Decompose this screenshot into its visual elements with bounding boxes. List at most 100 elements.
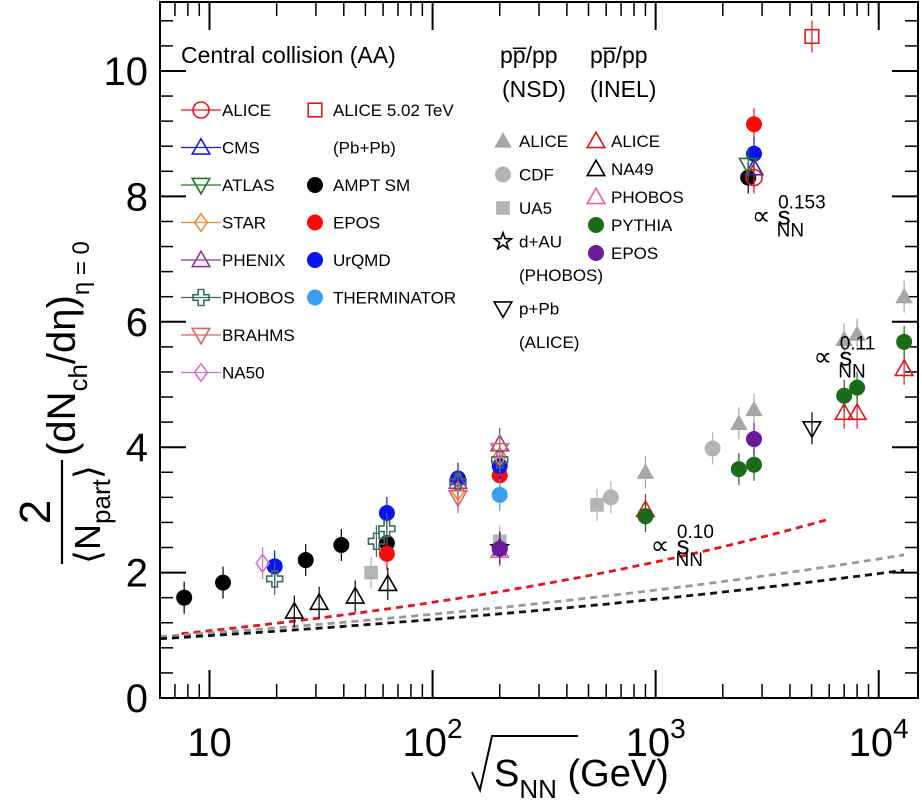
legend-label: CMS: [222, 139, 260, 158]
legend-marker: [190, 137, 212, 155]
legend-marker: [192, 288, 210, 307]
legend-label: STAR: [222, 214, 266, 233]
point-alice-nsd-: [895, 287, 913, 304]
data-points: [176, 20, 915, 628]
point-epos-pp-: [745, 431, 762, 448]
point-ampt-sm: [176, 589, 193, 606]
point-ampt-sm: [215, 574, 232, 591]
legend-entry: EPOS: [588, 244, 658, 263]
legend-entry: UA5: [496, 199, 552, 218]
legend-entry: NA50: [181, 362, 265, 383]
point-pythia: [745, 456, 762, 473]
legend-marker: [307, 252, 323, 268]
point-brahms: [447, 489, 469, 508]
point-pythia: [836, 387, 853, 404]
point-pythia: [637, 508, 654, 525]
legend-marker: [585, 158, 607, 177]
point-alice-nsd-: [848, 325, 866, 341]
legend-label: PHOBOS: [611, 188, 684, 207]
legend-entry: EPOS: [307, 214, 380, 233]
point-phobos: [378, 519, 396, 538]
legend-label: ATLAS: [222, 176, 275, 195]
x-tick-label: 103: [626, 713, 686, 765]
legend-col-inel: pp̅/pp: [590, 42, 648, 68]
legend-label: BRAHMS: [222, 326, 295, 345]
legend-entry: ALICE 5.02 TeV: [307, 101, 454, 120]
point-na49: [308, 592, 330, 611]
legend-marker: [492, 301, 514, 319]
legend-label: ALICE: [222, 101, 271, 120]
legend-marker: [190, 327, 212, 346]
legend-label: (ALICE): [519, 333, 579, 352]
legend-marker: [492, 230, 514, 251]
legend-entry: (ALICE): [519, 333, 579, 352]
legend-label: NA50: [222, 364, 265, 383]
legend-marker: [307, 214, 323, 231]
point-na49: [345, 586, 366, 604]
legend-label: PHENIX: [222, 251, 285, 270]
legend-marker: [585, 130, 607, 149]
point-atlas: [738, 157, 759, 176]
legend-entry: AMPT SM: [307, 176, 410, 195]
legend-inel-label: (INEL): [590, 76, 656, 102]
legend-entry: PYTHIA: [588, 216, 673, 235]
legend-label: UrQMD: [333, 251, 391, 270]
point-cdf: [602, 489, 619, 506]
legend-entry: ATLAS: [181, 176, 275, 196]
point-epos: [745, 116, 762, 133]
y-tick-label: 4: [126, 426, 148, 470]
point-therminator: [491, 486, 508, 503]
legend-label: PYTHIA: [611, 216, 673, 235]
fit-curves: [159, 517, 905, 641]
legend-entry: CMS: [181, 137, 260, 158]
x-axis-label: SNN (GeV): [471, 735, 669, 804]
point-cdf: [704, 440, 721, 457]
legend-marker: [494, 132, 512, 148]
legend-entry: ALICE: [181, 101, 271, 120]
legend-marker: [193, 362, 209, 383]
point-pythia: [730, 461, 747, 478]
y-tick-label: 2: [126, 552, 148, 596]
legend-marker: [588, 217, 604, 233]
legend-marker: [193, 212, 209, 233]
point-alice-5-02-tev: [804, 28, 820, 45]
legend-entry: NA49: [585, 158, 654, 179]
point-pythia: [896, 333, 913, 350]
fit-curve-1: [159, 553, 905, 638]
legend-label: PHOBOS: [222, 289, 295, 308]
legend-entry: (Pb+Pb): [333, 139, 396, 158]
point-p-pb: [801, 420, 823, 439]
point-ua5: [590, 498, 604, 512]
legend-label: UA5: [519, 199, 552, 218]
legend-marker: [307, 102, 323, 118]
legend-label: EPOS: [611, 244, 658, 263]
y-label-quantity: (dNch/dη)η = 0: [40, 241, 95, 456]
legend-label: ALICE: [519, 132, 568, 151]
legend-marker: [585, 186, 607, 205]
x-tick-label: 102: [403, 713, 463, 765]
x-tick-label: 104: [849, 713, 909, 765]
point-alice-inel-: [893, 358, 915, 377]
fit-annotation: ∝ s NN0.10: [651, 522, 714, 571]
point-na50: [255, 553, 270, 574]
legend-entry: (PHOBOS): [519, 266, 603, 285]
legend-marker: [588, 245, 604, 261]
legend-entry: STAR: [181, 212, 266, 233]
point-na49: [284, 601, 305, 619]
legend-entry: BRAHMS: [181, 326, 295, 346]
point-pythia: [849, 379, 866, 396]
y-tick-label: 10: [104, 50, 149, 94]
point-brahms: [489, 442, 510, 461]
legend-entry: ALICE: [494, 132, 568, 151]
legend-entry: CDF: [495, 166, 554, 185]
legend-label: CDF: [519, 166, 554, 185]
y-tick-label: 0: [126, 677, 148, 721]
y-tick-label: 6: [126, 301, 148, 345]
legend-col-nsd: pp̅/pp: [500, 42, 558, 68]
point-ua5: [364, 565, 378, 580]
x-tick-label: 10: [187, 721, 232, 765]
legend-label: d+AU: [519, 233, 562, 252]
legend-header: Central collision (AA) pp̅/pp pp̅/pp (NSD) (…: [181, 42, 656, 102]
legend-marker: [192, 101, 210, 119]
